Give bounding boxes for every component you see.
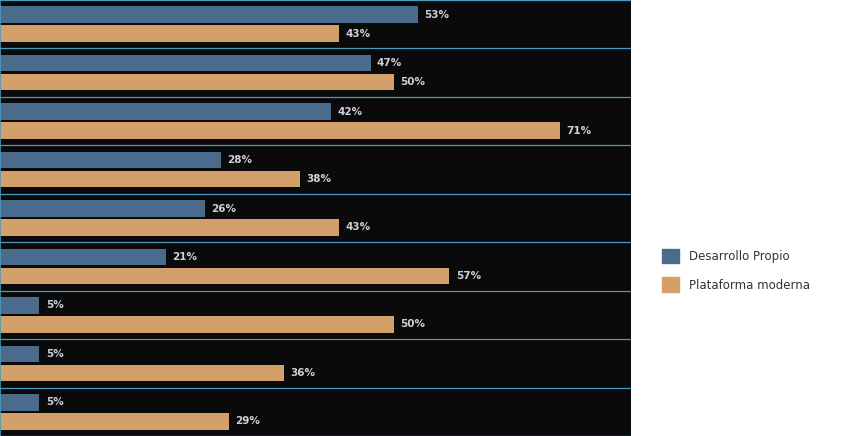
Bar (0, 7, 418, 23)
Bar (0, 200, 205, 217)
Bar (0, 394, 40, 411)
Text: 36%: 36% (290, 368, 315, 378)
Bar (0, 316, 394, 333)
Bar (0, 171, 300, 187)
Text: 26%: 26% (212, 204, 236, 214)
Bar (0, 152, 221, 168)
Text: 28%: 28% (227, 155, 252, 165)
Text: 47%: 47% (377, 58, 402, 68)
Bar (0, 249, 166, 265)
Text: 71%: 71% (566, 126, 591, 136)
Legend: Desarrollo Propio, Plataforma moderna: Desarrollo Propio, Plataforma moderna (656, 243, 816, 298)
Bar (0, 346, 40, 362)
Text: 21%: 21% (172, 252, 197, 262)
Bar (0, 103, 331, 120)
Text: 50%: 50% (401, 77, 425, 87)
Text: 5%: 5% (46, 397, 63, 407)
Text: 42%: 42% (338, 107, 363, 117)
Bar (0, 25, 339, 42)
Text: 53%: 53% (424, 10, 449, 20)
Text: 29%: 29% (235, 416, 260, 426)
Bar (0, 55, 371, 72)
Text: 43%: 43% (346, 29, 371, 39)
Bar (0, 413, 229, 429)
Text: 57%: 57% (455, 271, 481, 281)
Text: 43%: 43% (346, 222, 371, 232)
Text: 5%: 5% (46, 349, 63, 359)
Text: 38%: 38% (306, 174, 331, 184)
Bar (0, 219, 339, 236)
Text: 5%: 5% (46, 300, 63, 310)
Bar (0, 364, 283, 381)
Bar (0, 297, 40, 314)
Bar (0, 74, 394, 90)
Text: 50%: 50% (401, 319, 425, 329)
Bar (0, 122, 560, 139)
Bar (0, 268, 449, 284)
